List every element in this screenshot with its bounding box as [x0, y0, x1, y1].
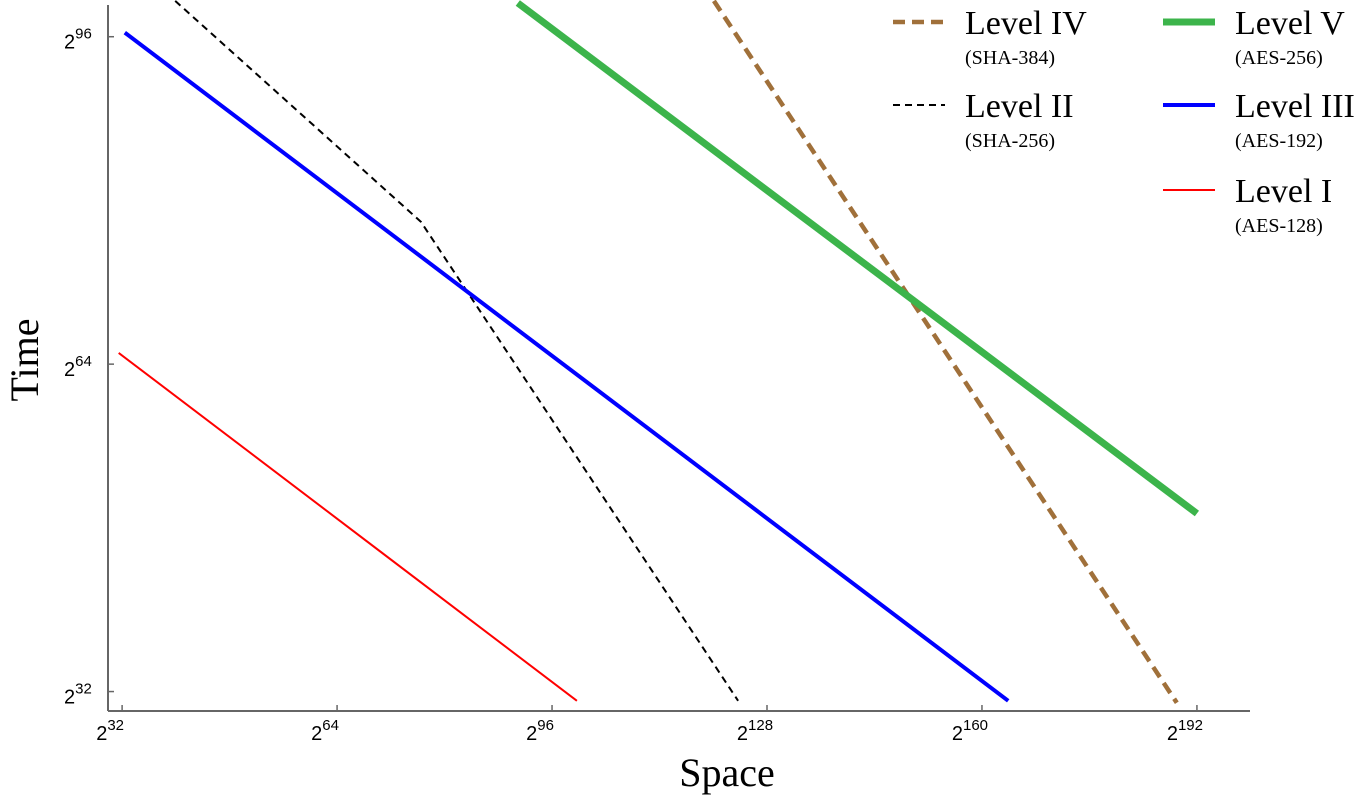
legend-subtitle: (AES-256): [1235, 47, 1323, 69]
x-tick-label: 2128: [737, 717, 773, 745]
legend-label: Level I: [1235, 173, 1332, 210]
legend-label: Level II: [965, 88, 1074, 125]
series-line: [515, 0, 1200, 517]
series-line: [123, 31, 1010, 703]
legend-subtitle: (SHA-384): [965, 47, 1055, 69]
y-tick-label: 232: [64, 681, 92, 709]
legend-label: Level V: [1235, 5, 1345, 42]
series-line: [174, 0, 739, 702]
y-tick-label: 296: [64, 26, 92, 54]
series-line: [118, 352, 578, 702]
x-tick-label: 296: [526, 717, 554, 745]
y-tick-label: 264: [64, 353, 92, 381]
x-tick-label: 2160: [952, 717, 988, 745]
legend-label: Level III: [1235, 88, 1355, 125]
legend-subtitle: (SHA-256): [965, 130, 1055, 152]
legend-subtitle: (AES-128): [1235, 215, 1323, 237]
x-axis-label: Space: [679, 750, 775, 795]
x-tick-label: 264: [311, 717, 339, 745]
y-axis-label: Time: [2, 318, 47, 401]
legend-subtitle: (AES-192): [1235, 130, 1323, 152]
series-line: [712, 0, 1179, 705]
x-tick-label: 2192: [1167, 717, 1203, 745]
x-tick-label: 232: [96, 717, 124, 745]
legend-label: Level IV: [965, 5, 1087, 42]
